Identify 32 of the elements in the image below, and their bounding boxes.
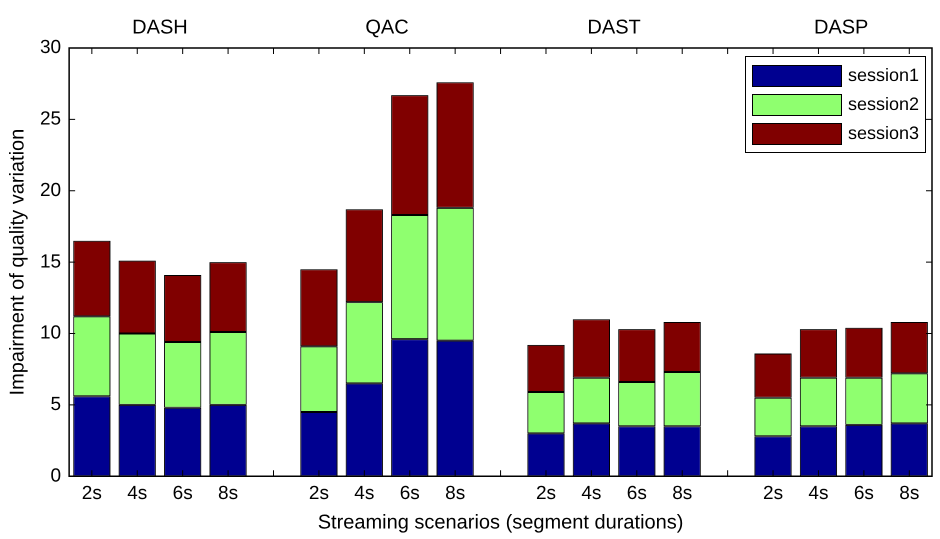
y-tick-label: 30 xyxy=(40,37,62,58)
x-tick-label: 6s xyxy=(626,482,647,504)
y-tick-label: 15 xyxy=(40,251,62,272)
y-axis-title: Impairment of quality variation xyxy=(6,128,29,396)
x-tick-label: 2s xyxy=(536,482,556,504)
x-tick-label: 6s xyxy=(854,482,874,504)
text: QAC xyxy=(365,16,409,39)
legend-label: session2 xyxy=(848,94,919,115)
x-tick-label: 8s xyxy=(672,482,692,504)
y-tick-label: 10 xyxy=(40,322,62,344)
x-tick-label: 8s xyxy=(445,482,466,504)
x-tick-label: 6s xyxy=(400,482,420,504)
text: DASP xyxy=(814,16,868,39)
legend-label: session3 xyxy=(848,123,919,144)
text: DASH xyxy=(132,16,188,39)
legend-label: session1 xyxy=(848,65,919,86)
y-tick-label: 0 xyxy=(50,465,62,486)
x-tick-label: 6s xyxy=(172,482,193,504)
y-tick-label: 5 xyxy=(50,394,62,416)
y-tick-label: 25 xyxy=(40,108,62,130)
x-tick-label: 8s xyxy=(899,482,920,504)
x-tick-label: 2s xyxy=(763,482,784,504)
x-tick-label: 4s xyxy=(581,482,602,504)
x-tick-label: 4s xyxy=(808,482,829,504)
x-tick-label: 4s xyxy=(354,482,374,504)
x-axis-title: Streaming scenarios (segment durations) xyxy=(318,512,684,534)
y-tick-label: 20 xyxy=(40,180,62,201)
text: DAST xyxy=(587,16,641,39)
x-tick-label: 4s xyxy=(127,482,148,504)
x-tick-label: 8s xyxy=(218,482,238,504)
x-tick-label: 2s xyxy=(308,482,329,504)
x-tick-label: 2s xyxy=(82,482,102,504)
